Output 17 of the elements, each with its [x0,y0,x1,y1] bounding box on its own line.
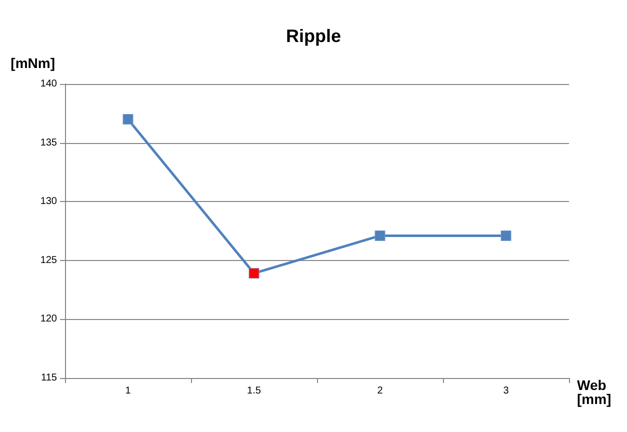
y-tick-label: 135 [40,137,58,148]
y-tick-label: 115 [41,372,58,384]
point [122,114,134,125]
y-tick-label: 130 [40,196,58,208]
x-axis-title: Web [mm] [577,377,612,407]
x-tick-label: 1.5 [247,386,262,396]
y-axis-title: [mNm] [10,55,55,71]
x-tick-label: 2 [377,386,384,396]
y-tick-label: 140 [40,78,58,90]
x-tick-label: 1 [125,386,132,396]
y-tick-label: 125 [40,254,58,266]
x-tick-label: 3 [503,386,510,396]
chart-title: Ripple [286,26,342,46]
point [248,268,260,279]
point [374,230,386,241]
point [500,230,512,241]
y-tick-label: 120 [40,314,58,325]
